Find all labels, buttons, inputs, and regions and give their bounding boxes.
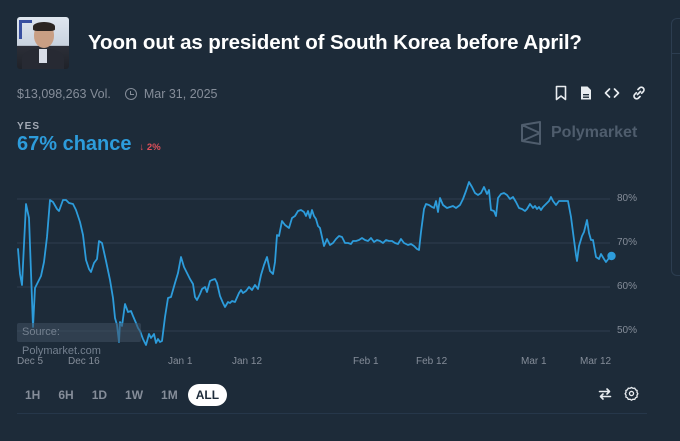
arrow-down-icon: ↓ bbox=[139, 142, 145, 153]
bookmark-icon[interactable] bbox=[554, 85, 568, 101]
bottom-divider bbox=[17, 413, 647, 414]
swap-arrows-icon[interactable] bbox=[598, 387, 612, 406]
current-value-dot bbox=[607, 251, 616, 261]
price-line bbox=[17, 181, 612, 346]
x-tick-label: Mar 12 bbox=[580, 356, 612, 367]
x-tick-label: Feb 1 bbox=[353, 356, 379, 367]
embed-icon[interactable] bbox=[604, 86, 620, 100]
market-header: Yoon out as president of South Korea bef… bbox=[17, 17, 582, 69]
link-icon[interactable] bbox=[631, 85, 647, 101]
y-tick-label: 70% bbox=[617, 237, 638, 248]
source-watermark: Source: Polymarket.com bbox=[17, 323, 141, 357]
x-tick-label: Dec 5 bbox=[17, 356, 44, 367]
time-range-selector: 1H 6H 1D 1W 1M ALL bbox=[17, 384, 229, 406]
x-tick-label: Mar 1 bbox=[521, 356, 547, 367]
x-tick-label: Dec 16 bbox=[68, 356, 100, 367]
volume-text: $13,098,263 Vol. bbox=[17, 87, 111, 101]
market-title: Yoon out as president of South Korea bef… bbox=[88, 31, 582, 54]
x-tick-label: Jan 1 bbox=[168, 356, 193, 367]
polymarket-logo-icon bbox=[521, 121, 541, 145]
x-axis-labels: Dec 5 Dec 16 Jan 1 Jan 12 Feb 1 Feb 12 M… bbox=[0, 356, 680, 370]
chart-tools bbox=[598, 386, 639, 406]
range-all-button[interactable]: ALL bbox=[187, 384, 228, 406]
range-1d-button[interactable]: 1D bbox=[91, 388, 108, 402]
range-1m-button[interactable]: 1M bbox=[161, 388, 178, 402]
chance-delta: ↓ 2% bbox=[140, 142, 161, 153]
range-6h-button[interactable]: 6H bbox=[58, 388, 74, 402]
y-tick-label: 80% bbox=[617, 193, 638, 204]
side-panel-edge bbox=[671, 18, 680, 276]
chance-value: 67% chance bbox=[17, 133, 132, 155]
gear-icon[interactable] bbox=[624, 386, 639, 406]
clock-icon bbox=[124, 88, 137, 100]
outcome-chance: 67% chance ↓ 2% bbox=[17, 133, 161, 156]
polymarket-brand: Polymarket bbox=[520, 121, 637, 145]
y-tick-label: 50% bbox=[617, 325, 638, 336]
x-tick-label: Feb 12 bbox=[416, 356, 448, 367]
market-thumbnail bbox=[17, 17, 69, 69]
range-1h-button[interactable]: 1H bbox=[25, 388, 41, 402]
range-1w-button[interactable]: 1W bbox=[125, 388, 144, 402]
market-meta: $13,098,263 Vol. Mar 31, 2025 bbox=[17, 87, 218, 101]
x-tick-label: Jan 12 bbox=[232, 356, 263, 367]
y-tick-label: 60% bbox=[617, 281, 638, 292]
brand-name: Polymarket bbox=[551, 124, 638, 141]
delta-value: 2% bbox=[146, 142, 161, 153]
outcome-label: YES bbox=[17, 121, 41, 132]
end-date-text: Mar 31, 2025 bbox=[143, 87, 218, 101]
document-icon[interactable] bbox=[579, 85, 593, 101]
market-actions bbox=[554, 85, 647, 101]
